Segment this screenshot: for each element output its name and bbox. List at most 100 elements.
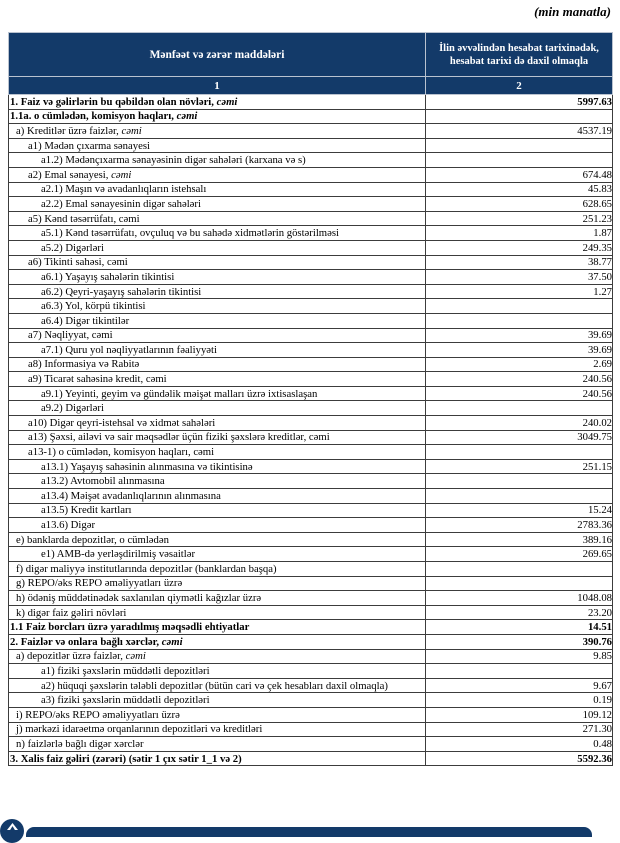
row-label: a10) Digər qeyri-istehsal və xidmət sahə… (8, 415, 426, 431)
row-label: a2.2) Emal sənayesinin digər sahələri (8, 196, 426, 212)
row-label: a13.5) Kredit kartları (8, 502, 426, 519)
table-row: f) digər maliyyə institutlarında depozit… (8, 561, 613, 577)
table-row: a9.1) Yeyinti, geyim və gündəlik məişət … (8, 385, 613, 402)
row-value: 240.56 (425, 371, 613, 387)
row-value: 45.83 (425, 181, 613, 198)
row-value: 109.12 (425, 706, 613, 723)
row-label: a6.2) Qeyri-yaşayış sahələrin tikintisi (8, 283, 426, 300)
row-label: a3) fiziki şəxslərin müddətli depozitlər… (8, 692, 426, 708)
row-value: 271.30 (425, 721, 613, 738)
row-label: i) REPO/əks REPO əməliyyatları üzrə (8, 706, 426, 723)
table-row: a5.2) Digərləri 249.35 (8, 239, 613, 256)
row-label: 1. Faiz və gəlirlərin bu qəbildən olan n… (8, 94, 426, 110)
table-row: a7) Nəqliyyat, cəmi 39.69 (8, 327, 613, 344)
table-row: a) depozitlər üzrə faizlər, cəmi 9.85 (8, 648, 613, 665)
row-value: 39.69 (425, 327, 613, 344)
table-row: k) digər faiz gəliri növləri 23.20 (8, 604, 613, 621)
row-value: 1.87 (425, 225, 613, 241)
table-row: a13.4) Məişət avadanlıqlarının alınmasın… (8, 488, 613, 504)
row-label: 3. Xalis faiz gəliri (zərəri) (sətir 1 ç… (8, 750, 426, 767)
row-value: 389.16 (425, 531, 613, 548)
table-row: a13.2) Avtomobil alınmasına (8, 473, 613, 490)
footer-bar (26, 827, 592, 837)
column-header-period-line2: hesabat tarixi də daxil olmaqla (449, 55, 589, 67)
row-value: 240.02 (425, 415, 613, 431)
table-row: a10) Digər qeyri-istehsal və xidmət sahə… (8, 415, 613, 431)
row-value: 390.76 (425, 633, 613, 650)
row-value: 9.85 (425, 648, 613, 665)
table-row: h) ödəniş müddətinədək saxlanılan qiymət… (8, 590, 613, 606)
row-label: a5) Kənd təsərrüfatı, cəmi (8, 210, 426, 227)
row-value (425, 575, 613, 592)
row-value: 5997.63 (425, 94, 613, 110)
row-label: j) mərkəzi idarəetmə orqanlarının depozi… (8, 721, 426, 738)
table-row: a7.1) Quru yol nəqliyyatlarının fəaliyyə… (8, 342, 613, 358)
row-value: 14.51 (425, 619, 613, 635)
row-value: 251.15 (425, 458, 613, 475)
table-row: a3) fiziki şəxslərin müddətli depozitlər… (8, 692, 613, 708)
row-value: 38.77 (425, 254, 613, 271)
row-value: 249.35 (425, 239, 613, 256)
table-row: a9) Ticarət sahəsinə kredit, cəmi 240.56 (8, 371, 613, 387)
row-label: a2) hüquqi şəxslərin tələbli depozitlər … (8, 677, 426, 694)
row-value: 4537.19 (425, 123, 613, 139)
row-label: a13.6) Digər (8, 517, 426, 533)
row-value: 0.19 (425, 692, 613, 708)
row-value: 251.23 (425, 210, 613, 227)
row-label: a7.1) Quru yol nəqliyyatlarının fəaliyyə… (8, 342, 426, 358)
row-value (425, 108, 613, 125)
row-value (425, 137, 613, 154)
table-row: a13) Şəxsi, ailəvi və sair məqsədlər üçü… (8, 429, 613, 446)
row-value: 240.56 (425, 385, 613, 402)
row-label: n) faizlərlə bağlı digər xərclər (8, 736, 426, 752)
row-label: a13.2) Avtomobil alınmasına (8, 473, 426, 490)
table-row: i) REPO/əks REPO əməliyyatları üzrə 109.1… (8, 706, 613, 723)
row-value: 5592.36 (425, 750, 613, 767)
row-label: f) digər maliyyə institutlarında depozit… (8, 561, 426, 577)
row-label: a1) fiziki şəxslərin müddətli depozitlər… (8, 663, 426, 679)
table-row: 1. Faiz və gəlirlərin bu qəbildən olan n… (8, 94, 613, 110)
row-value: 2.69 (425, 356, 613, 373)
row-value: 1.27 (425, 283, 613, 300)
table-row: a6.3) Yol, körpü tikintisi (8, 298, 613, 314)
column-index-1: 1 (8, 76, 426, 95)
row-label: a5.2) Digərləri (8, 239, 426, 256)
row-label: a2.1) Maşın və avadanlıqların istehsalı (8, 181, 426, 198)
row-value (425, 473, 613, 490)
row-label: a13) Şəxsi, ailəvi və sair məqsədlər üçü… (8, 429, 426, 446)
row-value (425, 400, 613, 417)
row-label: a7) Nəqliyyat, cəmi (8, 327, 426, 344)
table-row: a1) Mədən çıxarma sənayesi (8, 137, 613, 154)
column-header-period-line1: İlin əvvəlindən hesabat tarixinədək, (439, 42, 599, 54)
table-row: 3. Xalis faiz gəliri (zərəri) (sətir 1 ç… (8, 750, 613, 767)
row-label: a6.3) Yol, körpü tikintisi (8, 298, 426, 314)
table-header-row: Mənfəət və zərər maddələri İlin əvvəlind… (8, 32, 613, 77)
table-row: a8) Informasiya və Rabitə 2.69 (8, 356, 613, 373)
row-label: a) Kreditlər üzrə faizlər, cəmi (8, 123, 426, 139)
row-value: 269.65 (425, 546, 613, 562)
table-row: a9.2) Digərləri (8, 400, 613, 417)
row-label: 1.1a. o cümlədən, komisyon haqları, cəmi (8, 108, 426, 125)
row-label: a13-1) o cümlədən, komisyon haqları, cəm… (8, 444, 426, 460)
row-label: a) depozitlər üzrə faizlər, cəmi (8, 648, 426, 665)
row-label: a1.2) Mədənçıxarma sənayəsinin digər sah… (8, 152, 426, 168)
table-row: a2) hüquqi şəxslərin tələbli depozitlər … (8, 677, 613, 694)
table-row: a) Kreditlər üzrə faizlər, cəmi 4537.19 (8, 123, 613, 139)
row-value (425, 663, 613, 679)
table-row: 2. Faizlər və onlara bağlı xərclər, cəmi… (8, 633, 613, 650)
row-label: g) REPO/əks REPO əməliyyatları üzrə (8, 575, 426, 592)
table-row: a2) Emal sənayesi, cəmi 674.48 (8, 166, 613, 183)
row-label: a13.4) Məişət avadanlıqlarının alınmasın… (8, 488, 426, 504)
table-row: e1) AMB-də yerləşdirilmiş vəsaitlər 269.6… (8, 546, 613, 562)
row-label: k) digər faiz gəliri növləri (8, 604, 426, 621)
table-row: g) REPO/əks REPO əməliyyatları üzrə (8, 575, 613, 592)
row-value (425, 488, 613, 504)
table-row: a13.6) Digər 2783.36 (8, 517, 613, 533)
row-value (425, 298, 613, 314)
row-value (425, 561, 613, 577)
column-index-2: 2 (425, 76, 613, 95)
row-value: 628.65 (425, 196, 613, 212)
table-row: a1) fiziki şəxslərin müddətli depozitlər… (8, 663, 613, 679)
row-label: a6) Tikinti sahəsi, cəmi (8, 254, 426, 271)
